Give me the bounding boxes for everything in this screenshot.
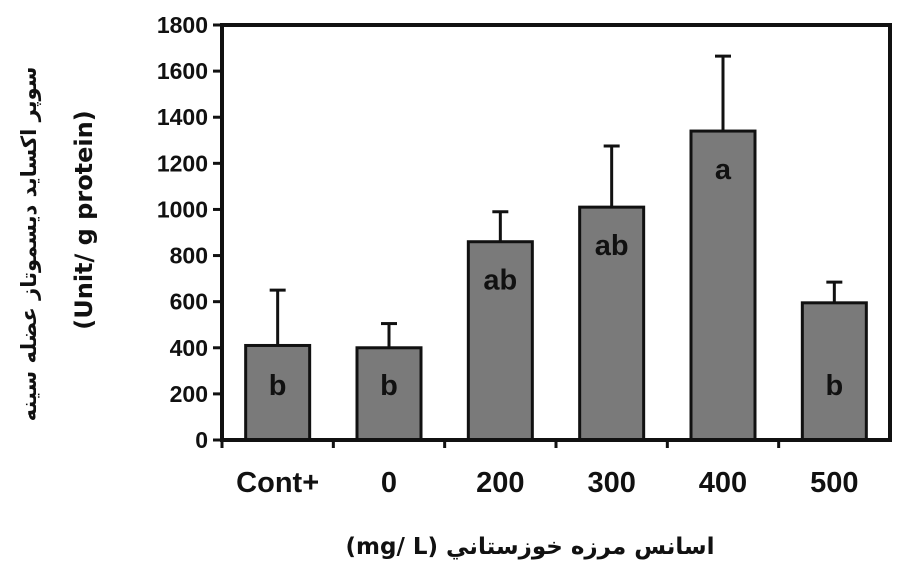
bar bbox=[578, 205, 646, 442]
bar-significance-label: b bbox=[269, 370, 287, 402]
y-axis-ticks: 0 200 400 600 800 1000 1200 1400 1600 1800 bbox=[157, 12, 222, 453]
y-tick-label: 0 bbox=[195, 427, 208, 453]
y-tick-label: 1600 bbox=[157, 58, 208, 84]
bars-layer bbox=[244, 129, 868, 442]
y-tick-label: 1800 bbox=[157, 12, 208, 38]
y-tick-label: 400 bbox=[170, 335, 208, 361]
bar-significance-label: ab bbox=[483, 265, 517, 297]
y-tick-label: 1200 bbox=[157, 150, 208, 176]
y-tick-label: 200 bbox=[170, 381, 208, 407]
bar-significance-label: a bbox=[715, 154, 732, 186]
y-axis-title-line1: سوپر اکسايد ديسموتاز عضله سينه bbox=[17, 67, 41, 422]
x-category-label: 300 bbox=[587, 467, 635, 499]
bar-significance-label: b bbox=[825, 370, 843, 402]
x-category-label: 500 bbox=[810, 467, 858, 499]
y-tick-label: 800 bbox=[170, 243, 208, 269]
x-category-label: 0 bbox=[381, 467, 397, 499]
x-category-label: 200 bbox=[476, 467, 524, 499]
x-axis-categories: Cont+ 0 200 300 400 500 bbox=[220, 440, 859, 499]
y-axis-title-line2: (Unit/ g protein) bbox=[70, 110, 98, 329]
bar bbox=[800, 301, 868, 442]
bar-significance-label: b bbox=[380, 370, 398, 402]
bar-significance-label: ab bbox=[595, 230, 629, 262]
x-category-label: 400 bbox=[699, 467, 747, 499]
error-bars-layer bbox=[269, 54, 843, 348]
plot-area-frame bbox=[220, 23, 892, 442]
y-tick-label: 1400 bbox=[157, 104, 208, 130]
x-axis-title: اسانس مرزه خوزستاني (mg/ L) bbox=[346, 534, 715, 560]
y-tick-label: 600 bbox=[170, 289, 208, 315]
x-category-label: Cont+ bbox=[236, 467, 319, 499]
y-tick-label: 1000 bbox=[157, 196, 208, 222]
